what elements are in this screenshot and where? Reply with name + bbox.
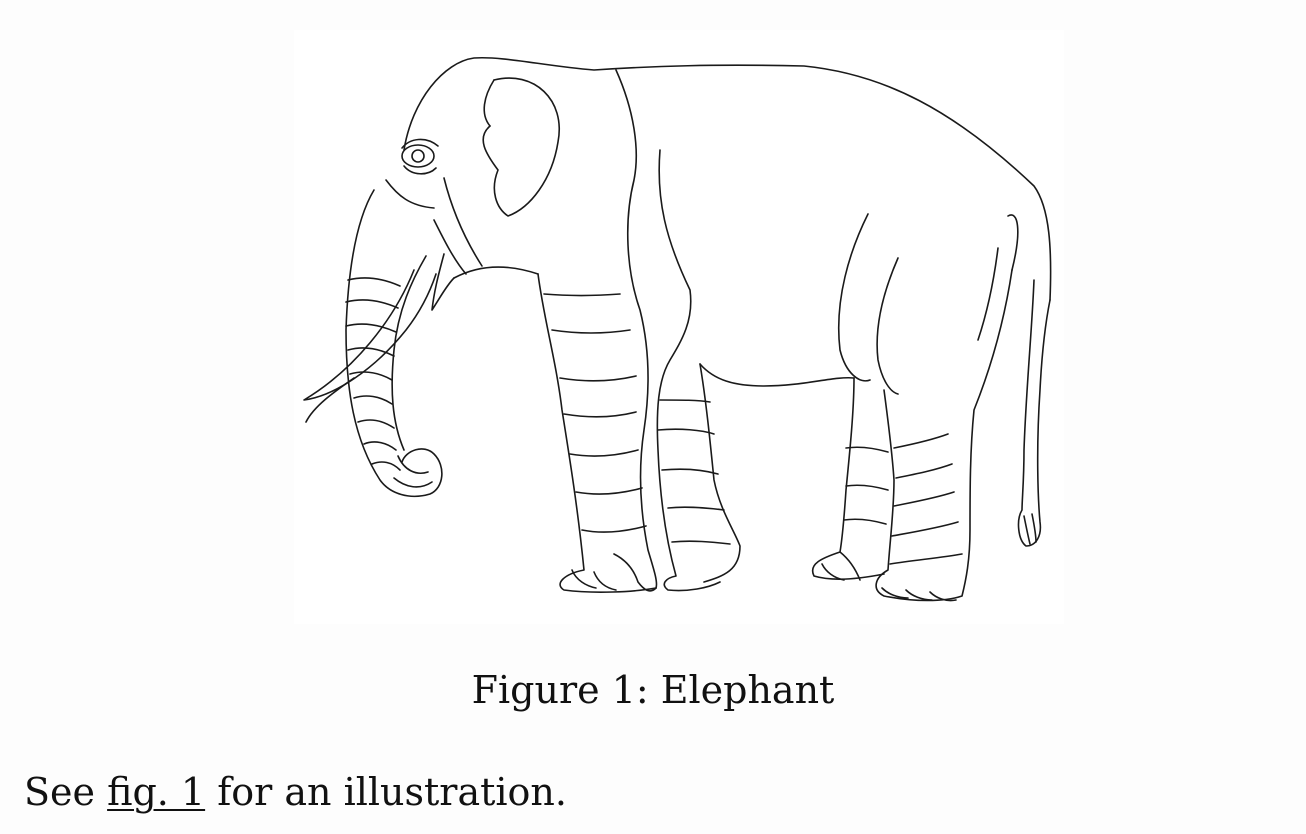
body-paragraph: See fig. 1 for an illustration. — [24, 766, 567, 818]
paragraph-prefix: See — [24, 770, 108, 814]
elephant-illustration — [303, 56, 1052, 602]
figure-reference-link[interactable]: fig. 1 — [107, 770, 206, 814]
figure-caption: Figure 1: Elephant — [471, 668, 835, 712]
figure — [294, 30, 1064, 624]
paragraph-suffix: for an illustration. — [205, 770, 567, 814]
elephant-icon — [303, 56, 1052, 602]
